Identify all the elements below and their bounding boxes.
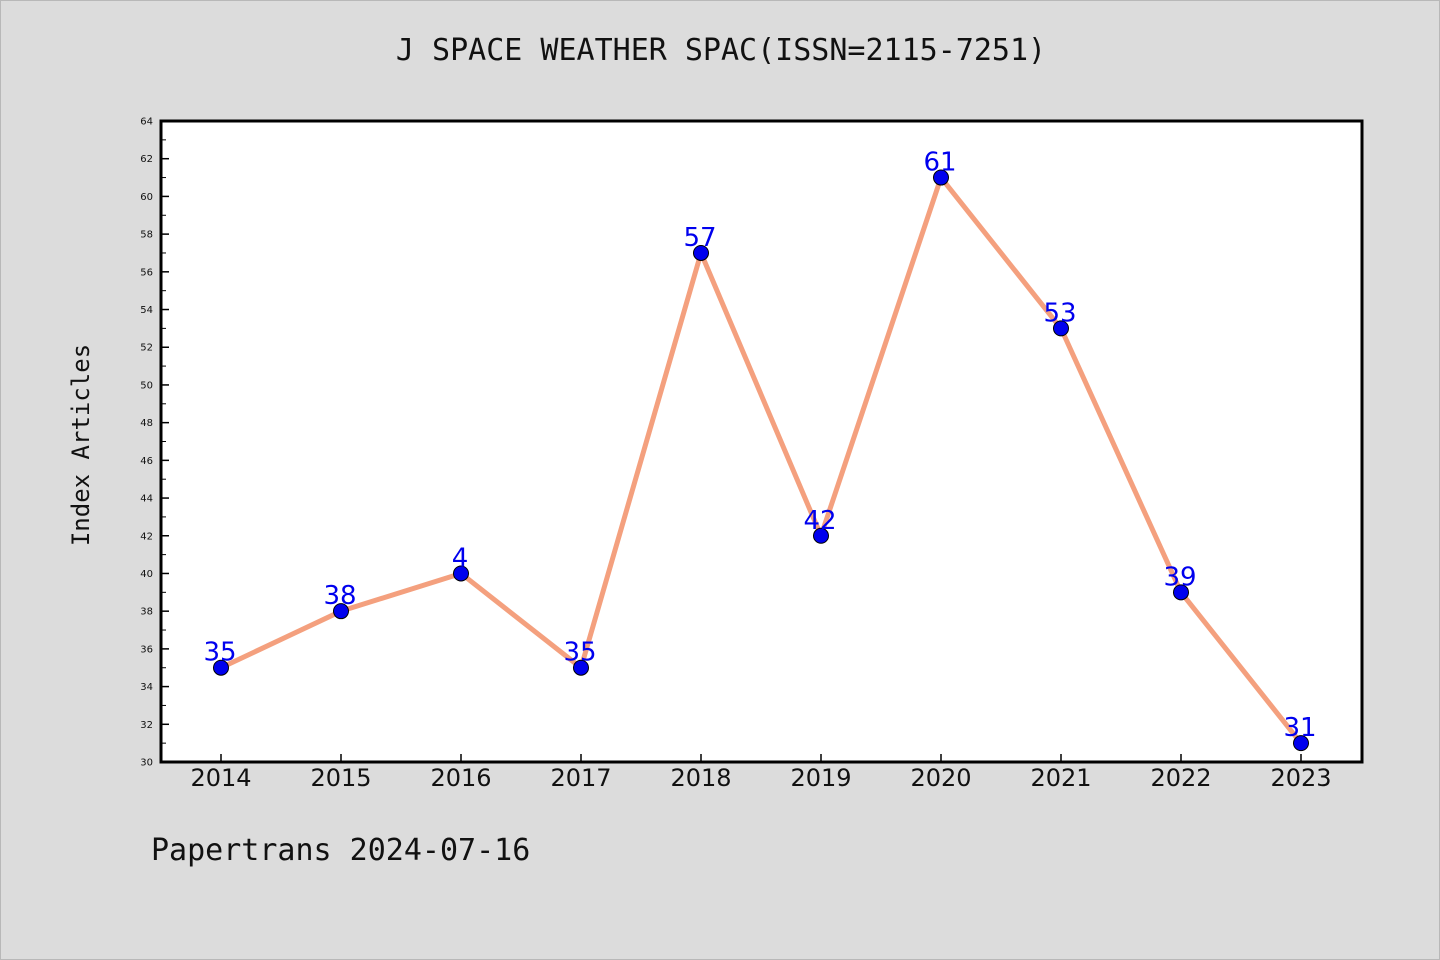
data-label: 35 — [563, 638, 596, 668]
y-tick-label: 34 — [140, 682, 153, 693]
y-tick-label: 32 — [140, 720, 153, 731]
data-point — [1053, 320, 1069, 337]
footer-caption: Papertrans 2024-07-16 — [151, 833, 531, 868]
y-tick-label: 64 — [140, 117, 153, 128]
plot-area — [161, 121, 1362, 762]
data-label: 38 — [323, 581, 356, 611]
x-tick-label: 2018 — [670, 764, 731, 792]
data-label: 35 — [203, 638, 236, 668]
data-label: 31 — [1283, 713, 1316, 743]
data-point — [813, 527, 829, 544]
plot-border — [159, 119, 1364, 764]
x-tick-label: 2017 — [550, 764, 611, 792]
chart-title: J SPACE WEATHER SPAC(ISSN=2115-7251) — [395, 33, 1047, 68]
data-point — [213, 659, 229, 676]
y-tick-label: 50 — [140, 380, 153, 391]
y-tick-label: 52 — [140, 343, 153, 354]
data-label: 42 — [803, 506, 836, 536]
x-tick-label: 2019 — [790, 764, 851, 792]
y-tick-label: 42 — [140, 531, 153, 542]
data-point — [1293, 735, 1309, 752]
y-tick-label: 40 — [140, 569, 153, 580]
y-tick-label: 46 — [140, 456, 153, 467]
series-line — [218, 175, 1304, 746]
x-tick-label: 2022 — [1150, 764, 1211, 792]
x-axis-ticks: 2014 2015 2016 2017 2018 2019 2020 2021 2022 2023 — [190, 754, 1332, 792]
data-labels: 35 38 4 35 57 42 61 53 39 31 — [203, 148, 1316, 744]
x-tick-label: 2021 — [1030, 764, 1091, 792]
x-tick-label: 2015 — [310, 764, 371, 792]
y-tick-label: 60 — [140, 192, 153, 203]
y-tick-label: 44 — [140, 494, 153, 505]
y-tick-label: 30 — [140, 758, 153, 769]
data-label: 57 — [683, 223, 716, 253]
data-label: 4 — [452, 543, 469, 573]
data-point — [933, 169, 949, 186]
y-tick-label: 56 — [140, 267, 153, 278]
data-point — [1173, 584, 1189, 601]
data-point — [693, 244, 709, 261]
y-tick-label: 54 — [140, 305, 153, 316]
y-tick-label: 36 — [140, 644, 153, 655]
data-point — [453, 565, 469, 582]
x-tick-label: 2023 — [1270, 764, 1331, 792]
y-tick-label: 62 — [140, 154, 153, 165]
data-label: 39 — [1163, 562, 1196, 592]
data-label: 53 — [1043, 298, 1076, 328]
data-points — [213, 169, 1309, 752]
data-label: 61 — [923, 148, 956, 178]
y-tick-label: 48 — [140, 418, 153, 429]
x-tick-label: 2014 — [190, 764, 251, 792]
y-tick-label: 38 — [140, 607, 153, 618]
data-point — [573, 659, 589, 676]
x-tick-label: 2020 — [910, 764, 971, 792]
y-tick-label: 58 — [140, 230, 153, 241]
data-point — [333, 603, 349, 620]
x-tick-label: 2016 — [430, 764, 491, 792]
